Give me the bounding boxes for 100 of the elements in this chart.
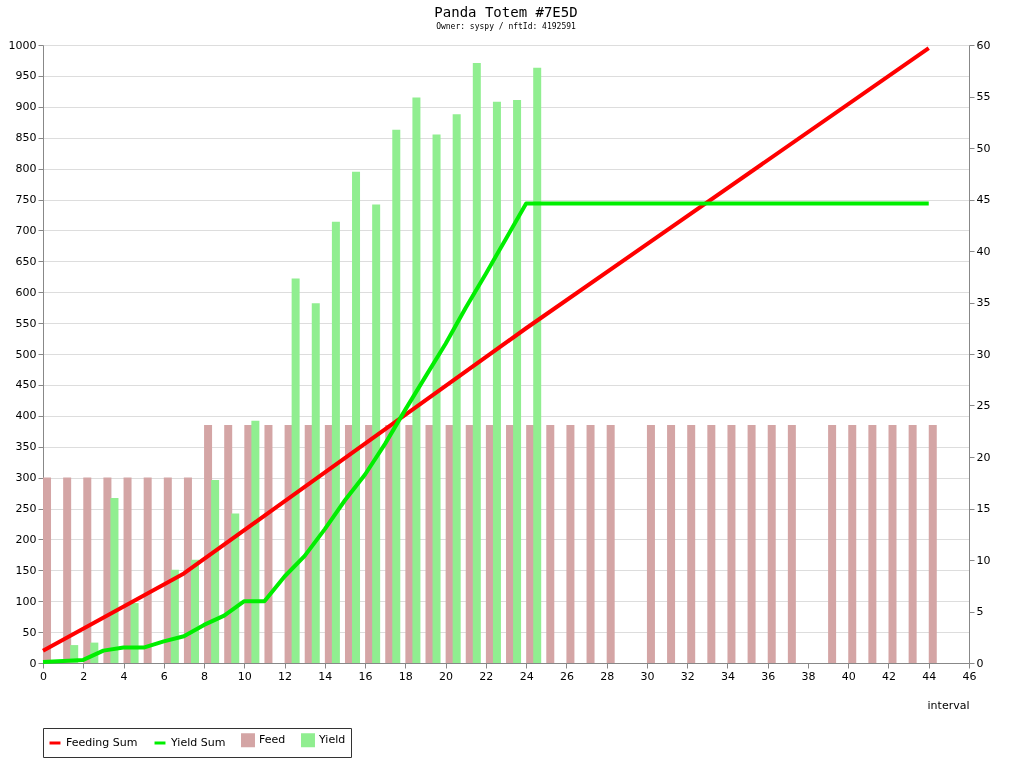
y-tick-label: 300 [15, 471, 37, 485]
y2-tick-label: 45 [976, 193, 991, 206]
y-tick-label: 800 [15, 162, 37, 176]
bar [727, 425, 736, 663]
bar [211, 480, 220, 663]
y-tick-label: 850 [15, 131, 37, 145]
bar [888, 425, 897, 663]
bar [533, 67, 542, 663]
bar [868, 425, 877, 663]
bar [606, 425, 615, 663]
line-series [41, 201, 931, 664]
x-tick-label: 8 [201, 669, 209, 683]
bar [787, 425, 796, 663]
bar [747, 425, 756, 663]
y2-tick-label: 15 [976, 502, 991, 515]
bar [123, 477, 132, 663]
bar [110, 497, 119, 663]
bar [291, 278, 300, 663]
x-tick-label: 30 [640, 669, 655, 683]
y2-tick-label: 55 [976, 90, 991, 103]
bar [352, 171, 361, 663]
x-tick-label: 46 [962, 669, 977, 683]
y-tick-label: 700 [15, 223, 37, 237]
y-tick-label: 900 [15, 100, 37, 114]
y2-tick-label: 10 [976, 553, 991, 567]
x-tick-label: 4 [120, 669, 128, 683]
bar [143, 477, 152, 663]
y-tick-label: 250 [15, 502, 37, 515]
bar [170, 569, 179, 663]
y2-tick-label: 5 [976, 605, 984, 618]
bar [667, 425, 676, 663]
bar [83, 477, 92, 663]
y-tick-label: 950 [15, 69, 37, 83]
legend-label: Feed [259, 733, 286, 747]
y2-tick-label: 40 [976, 244, 991, 258]
bar [513, 100, 522, 663]
bar [231, 513, 240, 663]
x-tick-label: 26 [559, 669, 574, 683]
bar [767, 425, 776, 663]
bar [472, 62, 481, 663]
x-axis-title: interval [927, 698, 970, 712]
x-tick-label: 10 [237, 669, 252, 683]
bar [848, 425, 857, 663]
x-tick-label: 0 [40, 669, 47, 683]
bar [908, 425, 917, 663]
y2-tick-label: 35 [976, 296, 991, 309]
y-tick-label: 450 [15, 378, 37, 392]
bar [412, 97, 421, 663]
x-tick-label: 34 [720, 669, 735, 683]
y-tick-label: 50 [22, 625, 37, 639]
y-tick-label: 650 [15, 254, 37, 268]
y2-tick-label: 20 [976, 450, 991, 464]
bar [43, 477, 52, 663]
bar [586, 425, 595, 663]
y2-tick-label: 25 [976, 399, 991, 412]
bar [190, 559, 199, 663]
bar [331, 221, 340, 663]
bar [492, 101, 501, 663]
x-tick-label: 2 [80, 669, 88, 683]
bar [264, 425, 273, 663]
legend-label: Feeding Sum [66, 736, 138, 749]
bar [452, 114, 461, 663]
y-tick-label: 550 [15, 316, 37, 330]
y-tick-label: 750 [15, 193, 37, 206]
bar [432, 134, 441, 663]
x-tick-label: 36 [761, 669, 776, 683]
x-tick-label: 44 [922, 669, 937, 683]
y2-tick-label: 60 [976, 38, 991, 52]
bar [251, 420, 260, 663]
y-tick-label: 200 [15, 532, 37, 546]
bar [687, 425, 696, 663]
bar [928, 425, 937, 663]
x-tick-label: 42 [881, 669, 896, 683]
y-tick-label: 500 [15, 347, 37, 361]
x-tick-label: 14 [318, 669, 333, 683]
y2-tick-label: 0 [976, 656, 984, 670]
x-tick-label: 32 [680, 669, 695, 683]
bar [828, 425, 837, 663]
x-tick-label: 38 [801, 669, 816, 683]
y-tick-label: 350 [15, 440, 37, 454]
chart-subtitle: Owner: syspy / nftId: 4192591 [436, 22, 577, 31]
y-tick-label: 150 [15, 563, 37, 577]
x-tick-label: 16 [358, 669, 373, 683]
x-tick-label: 20 [439, 669, 454, 683]
bar [372, 204, 381, 663]
y-tick-label: 0 [29, 656, 37, 670]
bar [646, 425, 655, 663]
bar [546, 425, 555, 663]
y-tick-label: 600 [15, 285, 37, 299]
x-tick-label: 40 [841, 669, 856, 683]
x-tick-label: 12 [278, 669, 293, 683]
chart-title: Panda Totem #7E5D [434, 4, 578, 20]
x-tick-label: 28 [600, 669, 615, 683]
y2-tick-label: 50 [976, 141, 991, 155]
bar [130, 603, 139, 663]
y-tick-label: 1000 [8, 38, 37, 52]
y-tick-label: 100 [15, 594, 37, 608]
legend-label: Yield Sum [170, 736, 226, 749]
bar [311, 303, 320, 663]
legend-label: Yield [318, 733, 346, 747]
